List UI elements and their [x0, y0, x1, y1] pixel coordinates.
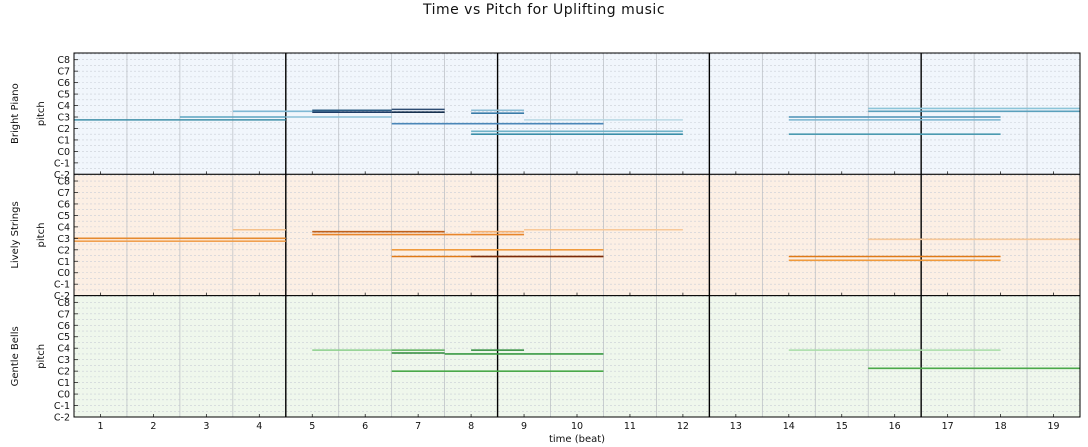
x-tick-label: 2: [150, 421, 156, 432]
y-tick-label: C1: [57, 378, 70, 389]
y-tick-label: C8: [57, 55, 70, 66]
y-tick-label: C7: [57, 67, 70, 78]
x-tick-label: 18: [995, 421, 1007, 432]
y-tick-label: C6: [57, 199, 70, 210]
x-tick-label: 10: [571, 421, 583, 432]
track-panel-background: [74, 295, 1080, 417]
y-tick-label: C-1: [54, 280, 70, 291]
y-axis-label: pitch: [36, 344, 47, 369]
y-tick-label: C3: [57, 234, 70, 245]
x-tick-label: 15: [836, 421, 848, 432]
x-tick-label: 17: [942, 421, 954, 432]
y-tick-label: C-2: [54, 291, 70, 302]
y-tick-label: C1: [57, 135, 70, 146]
y-tick-label: C3: [57, 113, 70, 124]
x-axis-label: time (beat): [549, 434, 605, 445]
x-tick-label: 6: [362, 421, 368, 432]
y-tick-label: C-2: [54, 413, 70, 424]
x-tick-label: 7: [415, 421, 421, 432]
y-axis-label: pitch: [36, 101, 47, 126]
y-tick-label: C4: [57, 344, 70, 355]
x-tick-label: 16: [889, 421, 901, 432]
y-tick-label: C7: [57, 309, 70, 320]
track-panel-border: [73, 295, 1081, 418]
y-tick-label: C0: [57, 390, 70, 401]
y-tick-label: C4: [57, 222, 70, 233]
x-tick-label: 13: [730, 421, 742, 432]
y-tick-label: C8: [57, 298, 70, 309]
y-tick-label: C8: [57, 177, 70, 188]
track-name-label: Lively Strings: [10, 201, 21, 268]
y-tick-label: C4: [57, 101, 70, 112]
y-tick-label: C6: [57, 321, 70, 332]
track-name-label: Gentle Bells: [10, 326, 21, 386]
y-tick-label: C1: [57, 257, 70, 268]
y-tick-label: C0: [57, 268, 70, 279]
y-tick-label: C6: [57, 78, 70, 89]
y-tick-label: C2: [57, 245, 70, 256]
x-tick-label: 12: [677, 421, 689, 432]
track-panel-background: [74, 53, 1080, 175]
y-tick-label: C-1: [54, 401, 70, 412]
x-tick-label: 3: [203, 421, 209, 432]
y-tick-label: C-2: [54, 170, 70, 181]
x-tick-label: 8: [468, 421, 474, 432]
y-tick-label: C5: [57, 211, 70, 222]
x-tick-label: 11: [624, 421, 636, 432]
y-tick-label: C5: [57, 332, 70, 343]
x-tick-label: 1: [97, 421, 103, 432]
x-tick-label: 9: [521, 421, 527, 432]
x-tick-label: 19: [1047, 421, 1059, 432]
track-name-label: Bright Piano: [10, 83, 21, 144]
x-tick-label: 5: [309, 421, 315, 432]
x-tick-label: 14: [783, 421, 795, 432]
y-tick-label: C-1: [54, 158, 70, 169]
y-axis-label: pitch: [36, 223, 47, 248]
y-tick-label: C2: [57, 367, 70, 378]
y-tick-label: C0: [57, 147, 70, 158]
x-tick-label: 4: [256, 421, 262, 432]
chart-title: Time vs Pitch for Uplifting music: [422, 2, 666, 18]
y-tick-label: C7: [57, 188, 70, 199]
y-tick-label: C3: [57, 355, 70, 366]
y-tick-label: C2: [57, 124, 70, 135]
track-panel-background: [74, 174, 1080, 296]
y-tick-label: C5: [57, 90, 70, 101]
